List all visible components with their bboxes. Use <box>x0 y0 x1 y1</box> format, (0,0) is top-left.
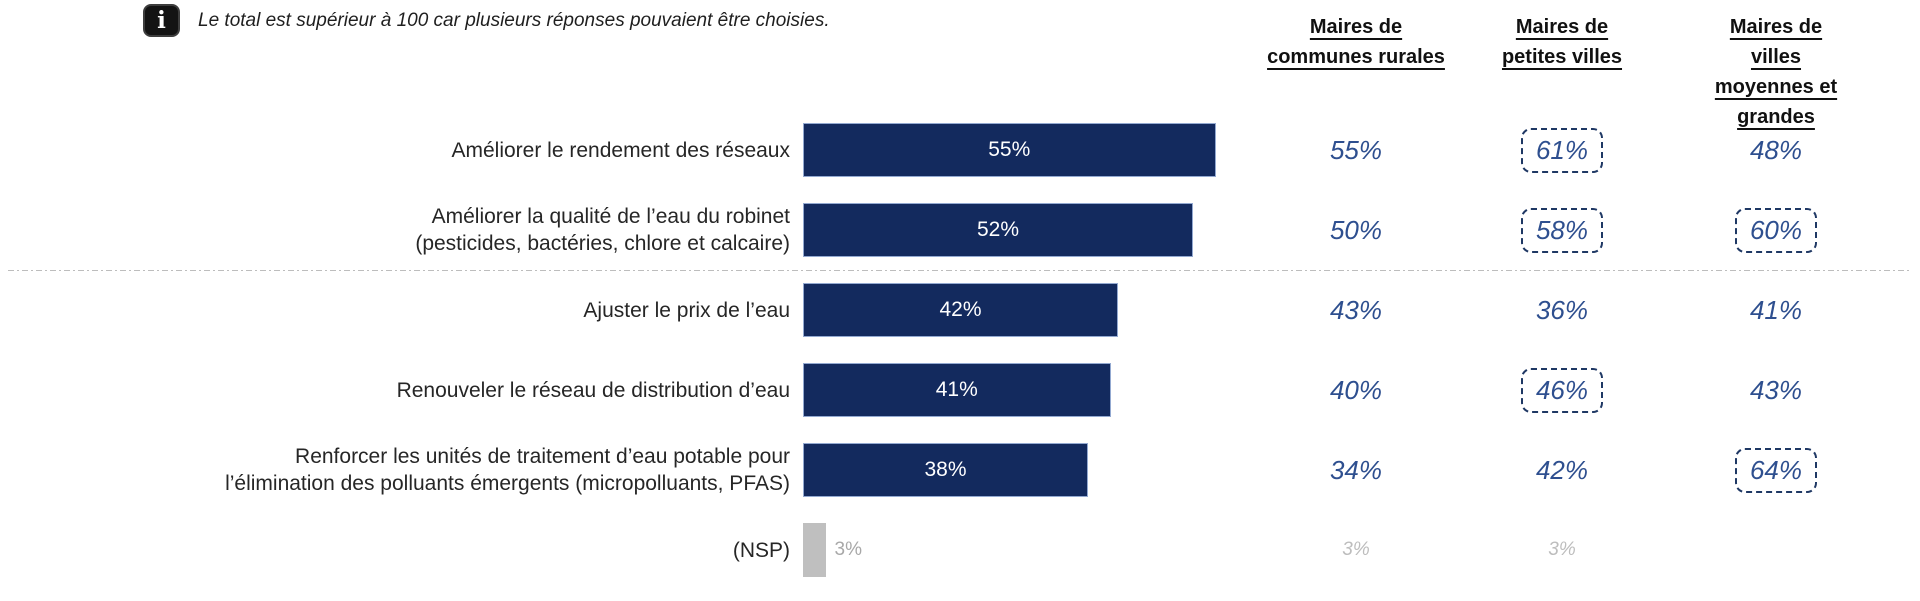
note-text: Le total est supérieur à 100 car plusieu… <box>198 9 830 31</box>
table-row: Renouveler le réseau de distribution d’e… <box>0 363 1920 417</box>
value-cell-petites: 42% <box>1535 454 1589 485</box>
dash-dot-divider <box>8 270 1912 271</box>
bar-zone: 42% <box>790 283 1286 337</box>
bar-zone: 3% <box>790 523 1286 577</box>
chart-note: i Le total est supérieur à 100 car plusi… <box>143 4 830 37</box>
highlight-box: 61% <box>1520 127 1604 173</box>
bar-nsp <box>803 523 826 577</box>
table-row: Améliorer le rendement des réseaux 55% 5… <box>0 123 1920 177</box>
row-label: Renforcer les unités de traitement d’eau… <box>225 445 790 495</box>
column-header-petites-villes: Maires de petites villes <box>1501 16 1623 68</box>
value-cell-rurales: 3% <box>1342 539 1370 560</box>
highlight-box: 46% <box>1520 367 1604 413</box>
value-cell-rurales: 40% <box>1329 374 1383 405</box>
column-header-villes-moyennes-grandes: Maires de villes moyennes et grandes <box>1714 16 1838 128</box>
value-cell-petites: 3% <box>1548 539 1576 560</box>
table-row: Ajuster le prix de l’eau 42% 43% 36% 41% <box>0 283 1920 337</box>
bar: 55% <box>803 123 1216 177</box>
value-cell-moyennes: 64% <box>1698 447 1854 493</box>
bar-zone: 55% <box>790 123 1286 177</box>
row-label: Ajuster le prix de l’eau <box>583 298 790 322</box>
value-cell-moyennes: 43% <box>1749 374 1803 405</box>
row-label: Améliorer la qualité de l’eau du robinet… <box>415 205 790 255</box>
highlight-box: 64% <box>1734 447 1818 493</box>
bar-value-label: 41% <box>935 378 978 401</box>
value-cell-moyennes: 48% <box>1749 134 1803 165</box>
bar: 52% <box>803 203 1193 257</box>
value-cell-rurales: 55% <box>1329 134 1383 165</box>
value-cell-moyennes: 60% <box>1698 207 1854 253</box>
value-cell-rurales: 34% <box>1329 454 1383 485</box>
value-cell-moyennes <box>1698 539 1854 561</box>
bar: 41% <box>803 363 1111 417</box>
bar-zone: 41% <box>790 363 1286 417</box>
column-header-communes-rurales: Maires de communes rurales <box>1267 16 1445 68</box>
highlight-box: 58% <box>1520 207 1604 253</box>
value-cell-moyennes: 41% <box>1749 294 1803 325</box>
row-label: Renouveler le réseau de distribution d’e… <box>396 378 790 402</box>
bar-zone: 52% <box>790 203 1286 257</box>
bar-value-label: 38% <box>924 458 967 481</box>
info-icon: i <box>143 4 180 37</box>
bar-value-label: 3% <box>834 539 862 560</box>
bar-value-label: 55% <box>988 138 1031 161</box>
table-row: Améliorer la qualité de l’eau du robinet… <box>0 203 1920 257</box>
value-cell-petites: 61% <box>1426 127 1698 173</box>
chart-rows: Améliorer le rendement des réseaux 55% 5… <box>0 123 1920 601</box>
bar-value-label: 52% <box>976 218 1020 241</box>
bar-value-label: 42% <box>939 298 982 321</box>
table-row-nsp: (NSP) 3% 3% 3% <box>0 523 1920 577</box>
bar-zone: 38% <box>790 443 1286 497</box>
row-label: Améliorer le rendement des réseaux <box>451 138 790 162</box>
value-cell-rurales: 43% <box>1329 294 1383 325</box>
bar: 38% <box>803 443 1088 497</box>
value-cell-petites: 46% <box>1426 367 1698 413</box>
table-row: Renforcer les unités de traitement d’eau… <box>0 443 1920 497</box>
value-cell-rurales: 50% <box>1329 214 1383 245</box>
value-cell-petites: 58% <box>1426 207 1698 253</box>
row-label: (NSP) <box>732 538 790 562</box>
bar: 42% <box>803 283 1118 337</box>
value-cell-petites: 36% <box>1535 294 1589 325</box>
highlight-box: 60% <box>1734 207 1818 253</box>
